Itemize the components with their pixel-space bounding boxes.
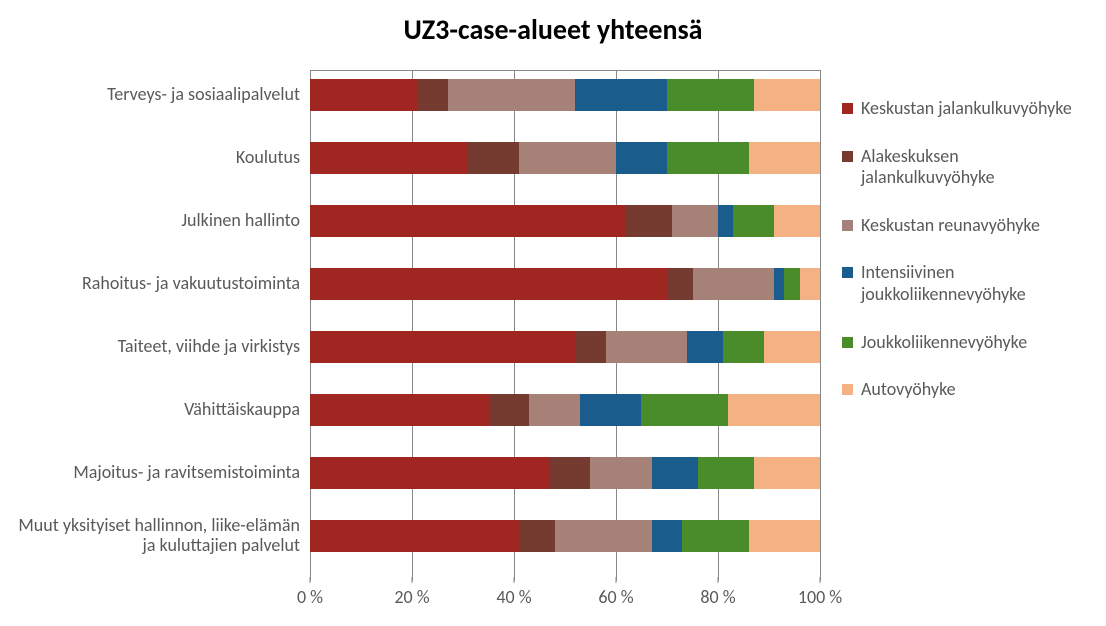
x-tick-label: 40 %	[496, 586, 531, 608]
legend-swatch	[842, 151, 853, 162]
bar-segment	[550, 457, 591, 489]
bar-row	[310, 205, 820, 237]
legend-item: Alakeskuksen jalankulkuvyöhyke	[842, 146, 1092, 189]
bar-segment	[310, 457, 550, 489]
bar-segment	[652, 457, 698, 489]
x-tick-label: 100 %	[798, 586, 842, 608]
y-axis-label: Julkinen hallinto	[10, 210, 300, 231]
bar-segment	[667, 142, 749, 174]
bar-segment	[641, 394, 728, 426]
bar-segment	[698, 457, 754, 489]
x-tick-label: 60 %	[598, 586, 633, 608]
bar-row	[310, 268, 820, 300]
bar-segment	[310, 205, 626, 237]
bar-segment	[749, 142, 820, 174]
y-axis-label: Majoitus- ja ravitsemistoiminta	[10, 462, 300, 483]
bar-segment	[652, 520, 683, 552]
bar-segment	[687, 331, 723, 363]
legend-label: Alakeskuksen jalankulkuvyöhyke	[861, 146, 1092, 189]
legend-swatch	[842, 337, 853, 348]
legend-label: Autovyöhyke	[861, 379, 956, 401]
bar-segment	[733, 205, 774, 237]
bar-segment	[774, 268, 784, 300]
bar-segment	[489, 394, 530, 426]
bar-segment	[728, 394, 820, 426]
bar-segment	[682, 520, 748, 552]
x-tick-mark	[718, 577, 719, 583]
legend-item: Keskustan jalankulkuvyöhyke	[842, 98, 1092, 120]
x-tick-label: 80 %	[700, 586, 735, 608]
bar-row	[310, 520, 820, 552]
bar-segment	[616, 142, 667, 174]
bar-segment	[529, 394, 580, 426]
bar-segment	[723, 331, 764, 363]
bar-segment	[774, 205, 820, 237]
legend-item: Intensiivinen joukkoliikennevyöhyke	[842, 262, 1092, 305]
bar-segment	[606, 331, 688, 363]
bar-segment	[310, 268, 667, 300]
y-axis-label: Muut yksityiset hallinnon, liike-elämän …	[10, 515, 300, 556]
legend-swatch	[842, 384, 853, 395]
bar-segment	[555, 520, 652, 552]
bar-segment	[667, 268, 693, 300]
bar-row	[310, 142, 820, 174]
legend-item: Autovyöhyke	[842, 379, 1092, 401]
bar-segment	[667, 79, 754, 111]
y-axis-label: Vähittäiskauppa	[10, 399, 300, 420]
bar-segment	[754, 79, 820, 111]
x-tick-label: 20 %	[394, 586, 429, 608]
legend-swatch	[842, 267, 853, 278]
x-tick-mark	[310, 577, 311, 583]
bar-segment	[784, 268, 799, 300]
bar-segment	[764, 331, 820, 363]
y-axis-label: Koulutus	[10, 147, 300, 168]
plot-area	[310, 70, 821, 581]
legend-label: Keskustan reunavyöhyke	[861, 215, 1040, 237]
bar-segment	[749, 520, 820, 552]
legend-label: Keskustan jalankulkuvyöhyke	[861, 98, 1072, 120]
bar-segment	[519, 142, 616, 174]
bar-segment	[754, 457, 820, 489]
bar-segment	[575, 79, 667, 111]
bar-segment	[468, 142, 519, 174]
legend-swatch	[842, 103, 853, 114]
y-axis-label: Terveys- ja sosiaalipalvelut	[10, 84, 300, 105]
legend-label: Joukkoliikennevyöhyke	[861, 332, 1027, 354]
chart-title: UZ3-case-alueet yhteensä	[0, 12, 1106, 47]
bar-segment	[800, 268, 820, 300]
x-tick-label: 0 %	[297, 586, 323, 608]
bar-segment	[580, 394, 641, 426]
bar-segment	[417, 79, 448, 111]
legend-item: Keskustan reunavyöhyke	[842, 215, 1092, 237]
legend-item: Joukkoliikennevyöhyke	[842, 332, 1092, 354]
bar-row	[310, 457, 820, 489]
bar-row	[310, 331, 820, 363]
legend-label: Intensiivinen joukkoliikennevyöhyke	[861, 262, 1092, 305]
bar-segment	[310, 520, 519, 552]
legend-swatch	[842, 220, 853, 231]
x-axis: 0 %20 %40 %60 %80 %100 %	[310, 580, 820, 610]
bar-segment	[590, 457, 651, 489]
bar-segment	[575, 331, 606, 363]
x-tick-mark	[514, 577, 515, 583]
x-tick-mark	[412, 577, 413, 583]
bar-segment	[626, 205, 672, 237]
bar-segment	[672, 205, 718, 237]
bar-segment	[310, 331, 575, 363]
bar-segment	[310, 79, 417, 111]
bar-row	[310, 79, 820, 111]
bar-segment	[693, 268, 775, 300]
bar-segment	[718, 205, 733, 237]
y-axis-label: Taiteet, viihde ja virkistys	[10, 336, 300, 357]
legend: Keskustan jalankulkuvyöhyke Alakeskuksen …	[842, 98, 1092, 427]
bar-row	[310, 394, 820, 426]
x-tick-mark	[820, 577, 821, 583]
bar-segment	[519, 520, 555, 552]
x-tick-mark	[616, 577, 617, 583]
bar-segment	[310, 394, 489, 426]
y-axis-label: Rahoitus- ja vakuutustoiminta	[10, 273, 300, 294]
bar-segment	[310, 142, 468, 174]
bar-segment	[448, 79, 576, 111]
